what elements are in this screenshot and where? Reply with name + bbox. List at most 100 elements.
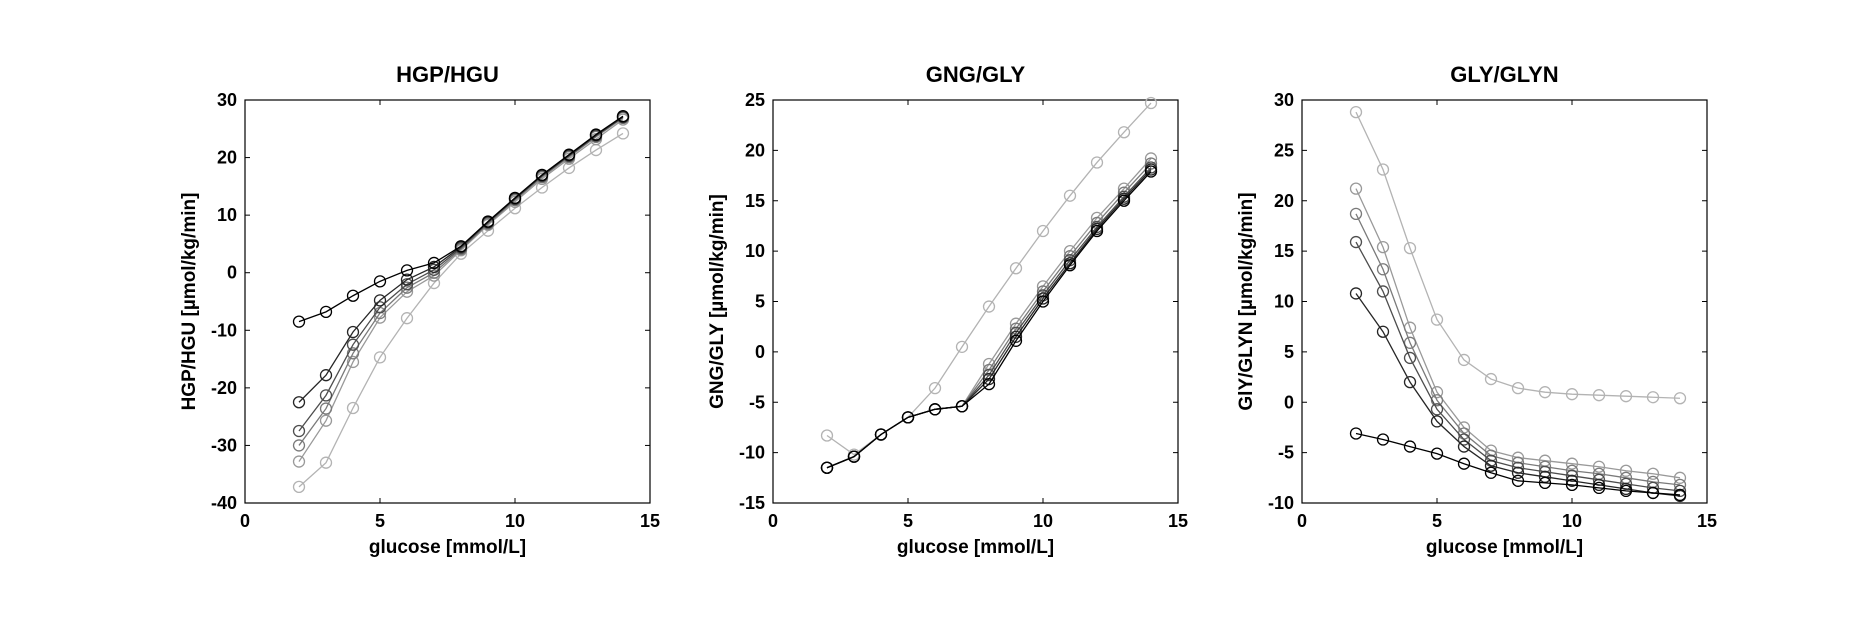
data-point bbox=[1457, 457, 1471, 470]
data-point bbox=[1457, 353, 1471, 367]
series-line bbox=[1355, 111, 1681, 399]
data-point bbox=[319, 305, 333, 319]
y-axis-label: GNG/GLY [µmol/kg/min] bbox=[707, 194, 728, 409]
data-point bbox=[1117, 126, 1131, 139]
panel-title: GNG/GLY bbox=[926, 62, 1026, 87]
x-axis-label: glucose [mmol/L] bbox=[897, 537, 1054, 558]
x-tick-label: 5 bbox=[375, 511, 385, 531]
data-point bbox=[901, 411, 915, 424]
data-point bbox=[1619, 464, 1633, 477]
data-point bbox=[427, 260, 441, 274]
data-point bbox=[373, 294, 387, 307]
data-point bbox=[319, 389, 333, 402]
data-point bbox=[346, 289, 360, 302]
data-point bbox=[820, 461, 834, 474]
y-tick-label: 20 bbox=[217, 148, 237, 168]
data-point bbox=[1403, 351, 1417, 365]
y-tick-label: -5 bbox=[749, 392, 765, 412]
data-point bbox=[847, 450, 861, 463]
y-tick-label: 20 bbox=[1274, 191, 1294, 211]
data-point bbox=[1009, 330, 1023, 343]
panel-title: GLY/GLYN bbox=[1450, 62, 1558, 87]
series-line bbox=[826, 158, 1152, 469]
y-tick-label: 25 bbox=[1274, 140, 1294, 160]
panel-gly-glyn: 0 5 10 15 -10 -5 0 5 10 15 20 25 30 GLY/GLYN glucose [… bbox=[1236, 62, 1717, 558]
data-point bbox=[400, 281, 414, 294]
data-point bbox=[1484, 466, 1498, 479]
y-axis-label: HGP/HGU [µmol/kg/min] bbox=[179, 193, 200, 411]
y-tick-label: -10 bbox=[739, 443, 765, 463]
data-point bbox=[1349, 287, 1363, 300]
data-point bbox=[346, 347, 360, 360]
data-point bbox=[820, 429, 834, 442]
data-point bbox=[1430, 447, 1444, 460]
data-point bbox=[1592, 389, 1606, 402]
data-point bbox=[400, 273, 414, 286]
y-tick-label: 30 bbox=[217, 90, 237, 110]
series-5 bbox=[1349, 287, 1687, 503]
data-point bbox=[1484, 372, 1498, 386]
data-point bbox=[616, 127, 630, 140]
data-point bbox=[535, 168, 549, 181]
data-point bbox=[1144, 165, 1158, 178]
panel-title: HGP/HGU bbox=[396, 62, 499, 87]
y-tick-label: -10 bbox=[1268, 493, 1294, 513]
data-point bbox=[319, 414, 333, 427]
data-point bbox=[1457, 440, 1471, 453]
data-point bbox=[319, 402, 333, 415]
plot-frame bbox=[1301, 99, 1708, 504]
data-point bbox=[1090, 224, 1104, 238]
data-point bbox=[955, 340, 969, 353]
y-tick-label: 0 bbox=[1284, 392, 1294, 412]
data-point bbox=[1117, 194, 1131, 207]
y-tick-label: -40 bbox=[211, 493, 237, 513]
data-point bbox=[1009, 262, 1023, 275]
series-line bbox=[826, 171, 1152, 469]
data-point bbox=[1646, 391, 1660, 404]
data-point bbox=[1376, 240, 1390, 254]
series-line bbox=[298, 117, 624, 446]
y-tick-label: 10 bbox=[1274, 292, 1294, 312]
series-2 bbox=[292, 113, 630, 468]
series-line bbox=[298, 119, 624, 462]
data-point bbox=[1403, 440, 1417, 453]
x-tick-label: 15 bbox=[1697, 511, 1717, 531]
data-point bbox=[1144, 96, 1158, 110]
series-6 bbox=[820, 165, 1158, 474]
y-tick-label: -30 bbox=[211, 435, 237, 455]
data-point bbox=[1538, 386, 1552, 399]
series-line bbox=[826, 163, 1152, 469]
data-point bbox=[1565, 474, 1579, 487]
data-point bbox=[1619, 390, 1633, 403]
series-1 bbox=[292, 127, 630, 494]
plot-frame bbox=[244, 99, 651, 504]
series-1 bbox=[1349, 105, 1687, 405]
data-point bbox=[928, 381, 942, 395]
data-point bbox=[1511, 474, 1525, 487]
data-point bbox=[1592, 478, 1606, 492]
data-point bbox=[346, 338, 360, 351]
data-point bbox=[292, 439, 306, 452]
panel-hgp-hgu: 0 5 10 15 -40 -30 -20 -10 0 10 20 30 HGP/HGU glucose … bbox=[179, 62, 660, 558]
data-point bbox=[1349, 105, 1363, 119]
data-point bbox=[1430, 394, 1444, 407]
data-point bbox=[1565, 478, 1579, 492]
data-point bbox=[1063, 189, 1077, 202]
y-tick-label: 10 bbox=[745, 241, 765, 261]
x-tick-label: 0 bbox=[768, 511, 778, 531]
x-tick-label: 0 bbox=[240, 511, 250, 531]
data-point bbox=[616, 109, 630, 123]
data-point bbox=[982, 300, 996, 313]
data-point bbox=[1646, 467, 1660, 480]
x-axis-label: glucose [mmol/L] bbox=[369, 537, 526, 558]
x-tick-label: 15 bbox=[640, 511, 660, 531]
data-point bbox=[1673, 392, 1687, 405]
data-point bbox=[1376, 285, 1390, 298]
data-point bbox=[427, 256, 441, 270]
data-point bbox=[1376, 163, 1390, 176]
x-tick-label: 10 bbox=[505, 511, 525, 531]
y-tick-label: 5 bbox=[755, 292, 765, 312]
data-point bbox=[589, 128, 603, 141]
data-point bbox=[292, 315, 306, 328]
